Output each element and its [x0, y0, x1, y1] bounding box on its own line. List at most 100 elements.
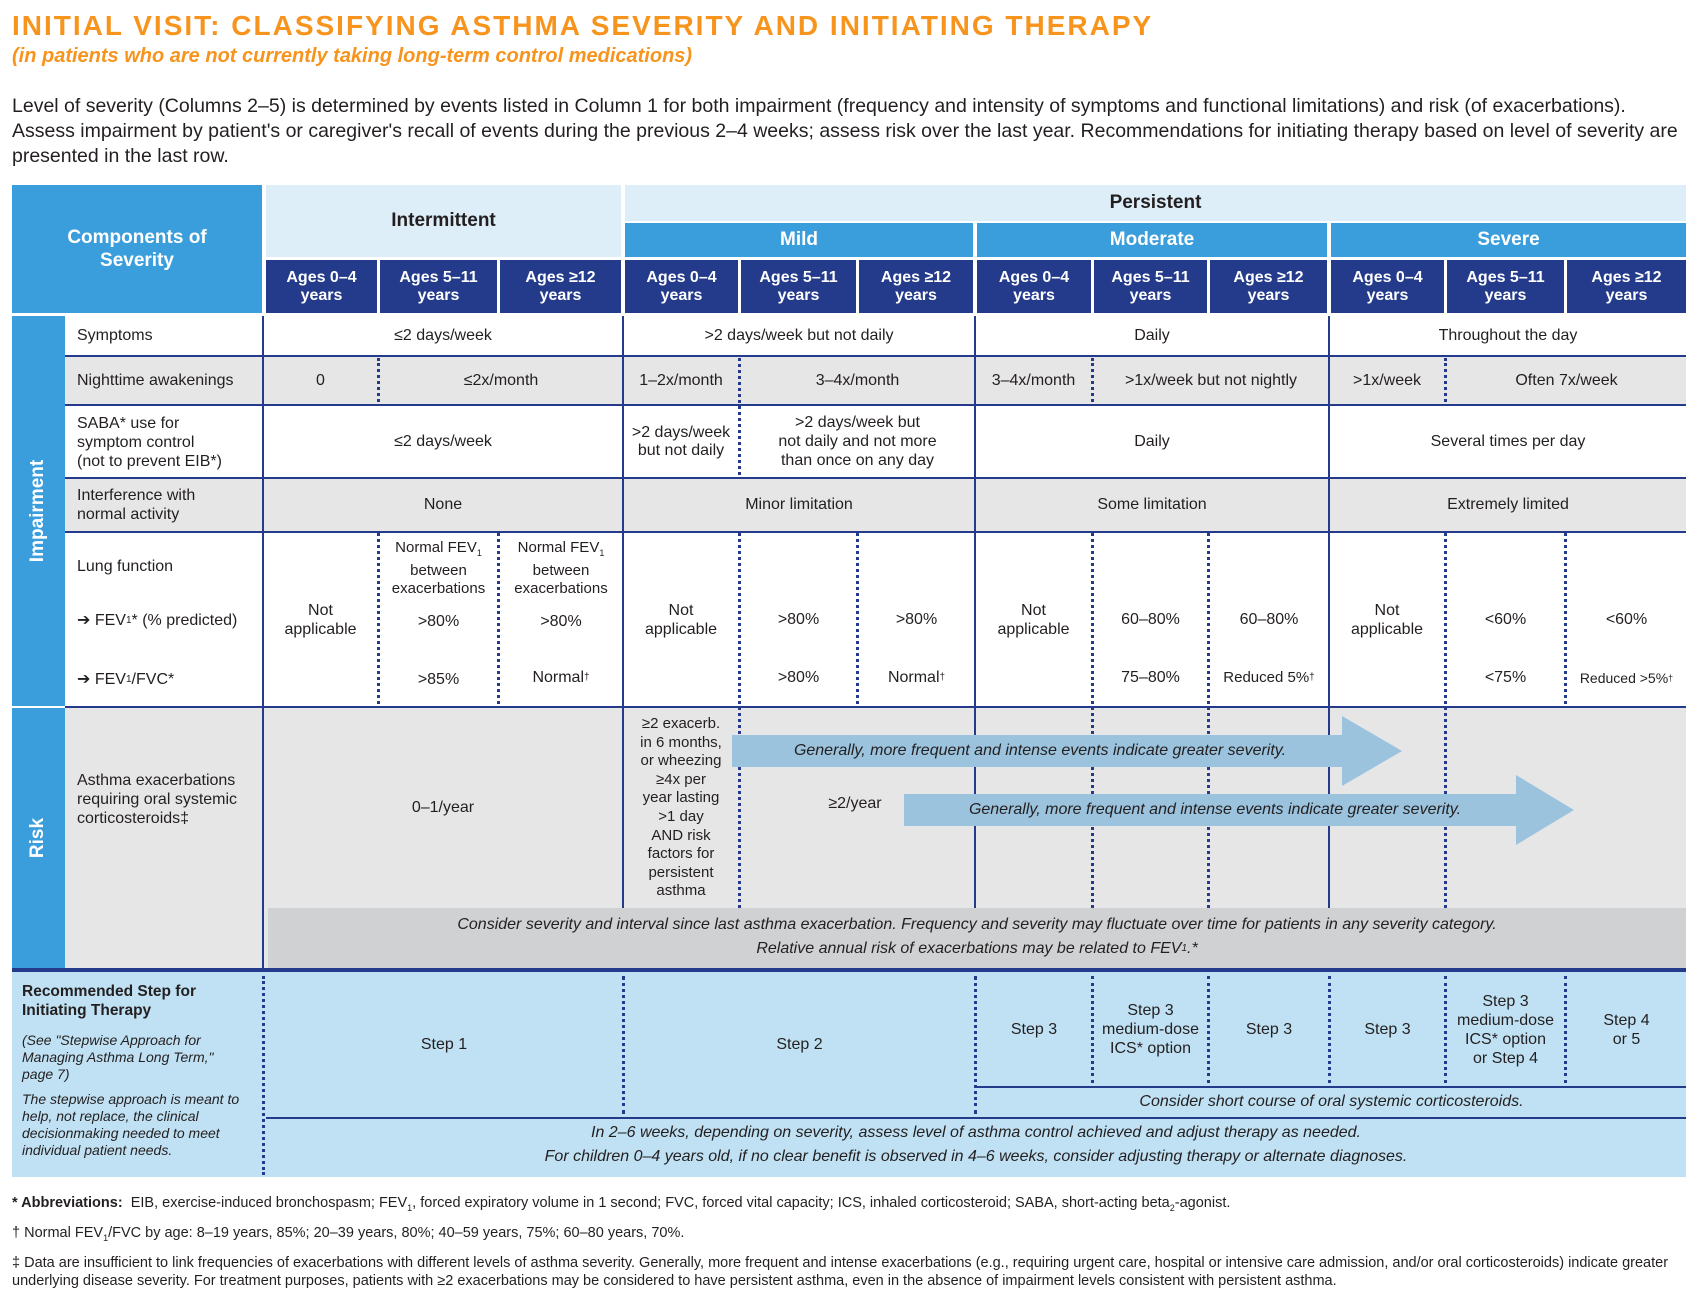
dotted-divider [622, 976, 625, 1114]
step-mod-0-4: Step 3 [1010, 1020, 1058, 1038]
lung-sev-0-4-na: Not applicable [1350, 602, 1424, 638]
saba-mild-0-4: >2 days/week but not daily [631, 423, 731, 459]
symptoms-mild: >2 days/week but not daily [704, 326, 894, 344]
page-title: INITIAL VISIT: CLASSIFYING ASTHMA SEVERI… [12, 10, 1154, 41]
age-header-mod-0-4: Ages 0–4 years [977, 260, 1091, 313]
age-header-int-12: Ages ≥12 years [500, 260, 621, 313]
dotted-divider [1091, 358, 1094, 402]
severity-arrow-lower [904, 775, 1574, 845]
symptoms-moderate: Daily [1134, 326, 1170, 344]
row-line [65, 477, 1686, 479]
dotted-divider [974, 976, 977, 1114]
interference-mild: Minor limitation [745, 495, 853, 513]
col-line [1328, 316, 1330, 908]
symptoms-intermittent: ≤2 days/week [394, 326, 492, 344]
age-header-sev-0-4: Ages 0–4 years [1331, 260, 1444, 313]
lung-int-0-4-na: Not applicable [284, 602, 357, 638]
interference-label: Interference with normal activity [77, 487, 196, 523]
risk-mild-0-4: ≥2 exacerb. in 6 months, or wheezing ≥4x… [640, 715, 722, 900]
dotted-divider [1328, 976, 1331, 1083]
fvc-mild-5-11: >80% [777, 669, 820, 686]
nighttime-sev-rest: Often 7x/week [1515, 371, 1618, 389]
fvc-mod-5-11: 75–80% [1121, 669, 1180, 686]
lung-int-12-normal-note: Normal FEV1 between exacerbations [514, 538, 608, 597]
symptoms-label: Symptoms [77, 326, 153, 344]
interference-moderate: Some limitation [1097, 495, 1207, 513]
row-line [65, 706, 1686, 708]
arrow-right-icon: ➔ [77, 612, 95, 629]
recommended-label: Recommended Step for Initiating Therapy [22, 983, 196, 1019]
recommended-bg [12, 972, 1686, 1177]
moderate-header: Moderate [977, 223, 1327, 257]
fvc-sev-12: Reduced >5% † [1579, 670, 1674, 686]
age-header-int-0-4: Ages 0–4 years [266, 260, 377, 313]
step-intermittent: Step 1 [420, 1036, 468, 1053]
dotted-divider [1564, 976, 1567, 1083]
nighttime-mod-0-4: 3–4x/month [991, 371, 1076, 389]
saba-severe: Several times per day [1430, 432, 1586, 450]
age-header-sev-5-11: Ages 5–11 years [1447, 260, 1564, 313]
fev1-sev-12: <60% [1605, 611, 1648, 628]
fev1-label: ➔ FEV 1 * (% predicted) [77, 612, 238, 629]
nighttime-mod-rest: >1x/week but not nightly [1124, 371, 1298, 389]
mild-header-label: Mild [780, 229, 818, 250]
col-line [262, 316, 264, 968]
dotted-divider [1091, 533, 1094, 908]
dotted-divider [1564, 533, 1567, 704]
row-line [266, 1117, 1686, 1119]
saba-label: SABA* use for symptom control (not to pr… [77, 415, 222, 470]
severe-header-label: Severe [1477, 229, 1540, 250]
age-header-int-5-11: Ages 5–11 years [380, 260, 497, 313]
row-line [65, 404, 1686, 406]
risk-consider-line-1: Consider severity and interval since las… [457, 916, 1497, 933]
moderate-header-label: Moderate [1109, 229, 1195, 250]
age-header-mild-12: Ages ≥12 years [859, 260, 973, 313]
row-line [65, 531, 1686, 533]
age-header-mild-0-4: Ages 0–4 years [625, 260, 738, 313]
persistent-header: Persistent [625, 185, 1686, 221]
dotted-divider [1444, 533, 1447, 908]
dotted-divider [1207, 533, 1210, 908]
dotted-divider [377, 358, 380, 402]
nighttime-mild-rest: 3–4x/month [815, 371, 900, 389]
risk-consider-line-2: Relative annual risk of exacerbations ma… [756, 940, 1198, 957]
step-sev-5-11: Step 3 medium-dose ICS* option or Step 4 [1457, 992, 1554, 1067]
age-header-sev-12: Ages ≥12 years [1567, 260, 1686, 313]
step-mod-12: Step 3 [1245, 1020, 1293, 1038]
fvc-sev-5-11: <75% [1484, 669, 1527, 686]
impairment-section-label: Impairment [27, 459, 49, 563]
fev1-mild-5-11: >80% [777, 611, 820, 628]
interference-intermittent: None [423, 495, 463, 513]
fvc-mild-12: Normal † [887, 669, 946, 686]
saba-mild-rest: >2 days/week but not daily and not more … [778, 414, 937, 469]
row-bg-interference [65, 478, 1686, 531]
dotted-divider [856, 533, 859, 704]
recommended-note-1: (See "Stepwise Approach for Managing Ast… [22, 1032, 214, 1082]
dotted-divider [1444, 358, 1447, 402]
dotted-divider [738, 358, 741, 475]
fvc-label: ➔ FEV 1/FVC* [77, 671, 175, 688]
footnote-abbreviations: * Abbreviations: EIB, exercise-induced b… [12, 1195, 1231, 1213]
fvc-mod-12: Reduced 5% † [1223, 669, 1315, 686]
arrow-right-icon: ➔ [77, 671, 95, 688]
row-line [977, 1086, 1686, 1088]
impairment-section-bar: Impairment [12, 316, 65, 706]
header-divider [12, 313, 1686, 316]
fev1-mod-5-11: 60–80% [1121, 611, 1180, 628]
row-bg-consider [268, 908, 1686, 968]
saba-moderate: Daily [1134, 432, 1170, 450]
recommended-divider [12, 968, 1686, 972]
nighttime-mild-0-4: 1–2x/month [639, 371, 723, 389]
fev1-int-12: >80% [540, 613, 582, 630]
nighttime-label: Nighttime awakenings [77, 371, 234, 389]
age-header-mod-12: Ages ≥12 years [1210, 260, 1327, 313]
fev1-sev-5-11: <60% [1484, 611, 1527, 628]
dotted-divider [497, 533, 500, 704]
severity-arrow-upper-text: Generally, more frequent and intense eve… [793, 742, 1287, 759]
severe-header: Severe [1331, 223, 1686, 257]
risk-mild-rest: ≥2/year [828, 795, 882, 812]
row-bg-nighttime [65, 357, 1686, 404]
nighttime-sev-0-4: >1x/week [1352, 371, 1422, 389]
lung-mod-0-4-na: Not applicable [997, 602, 1070, 638]
step-mild: Step 2 [776, 1036, 823, 1053]
